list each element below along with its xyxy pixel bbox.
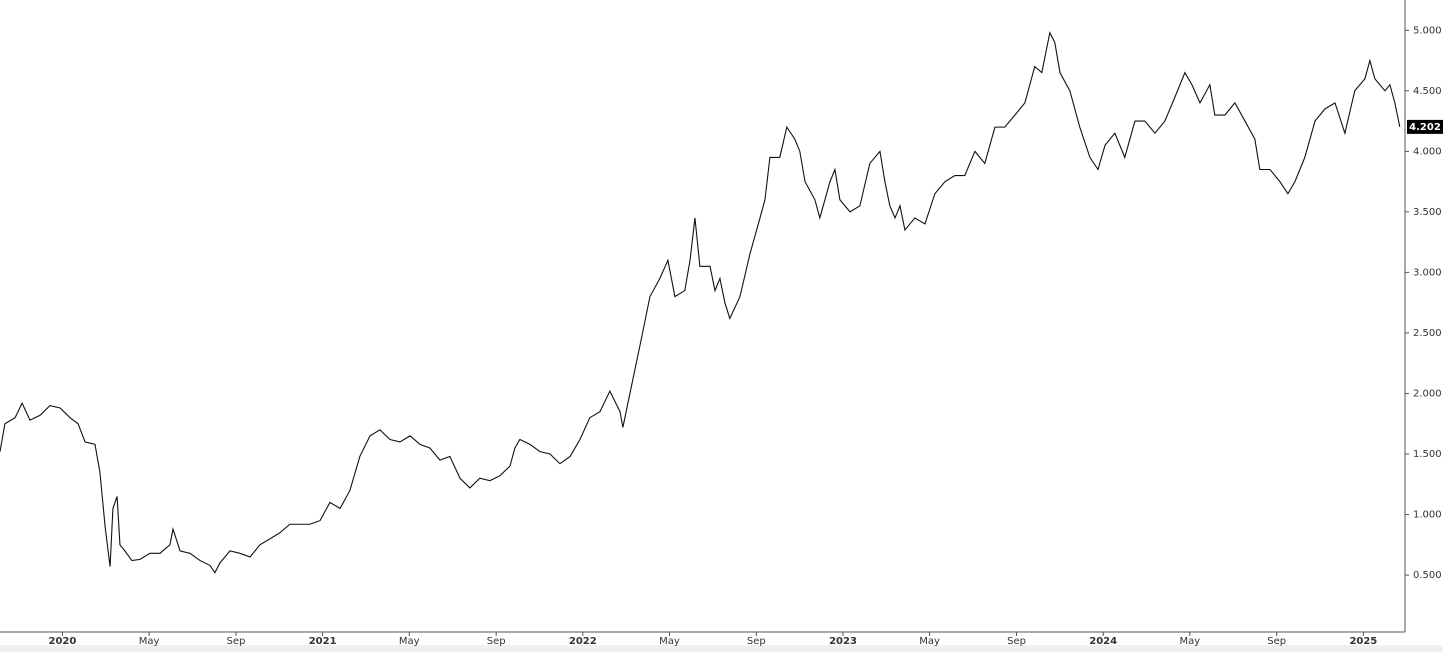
x-tick-label: Sep xyxy=(487,636,506,647)
y-tick-label: 4.000 xyxy=(1413,146,1442,157)
x-tick-label: May xyxy=(1179,636,1200,647)
y-tick-label: 0.500 xyxy=(1413,570,1442,581)
x-tick-label: 2024 xyxy=(1089,636,1117,647)
y-tick-label: 1.000 xyxy=(1413,510,1442,521)
y-tick-label: 5.000 xyxy=(1413,25,1442,36)
x-tick-label: Sep xyxy=(1267,636,1286,647)
x-tick-label: Sep xyxy=(1007,636,1026,647)
x-tick-label: May xyxy=(139,636,160,647)
x-tick-label: May xyxy=(399,636,420,647)
x-tick-label: 2021 xyxy=(309,636,337,647)
y-tick-label: 1.500 xyxy=(1413,449,1442,460)
y-tick-label: 3.500 xyxy=(1413,207,1442,218)
x-tick-label: 2020 xyxy=(49,636,77,647)
last-price-label: 4.202 xyxy=(1409,122,1441,133)
x-tick-label: Sep xyxy=(747,636,766,647)
x-tick-label: 2025 xyxy=(1349,636,1377,647)
y-tick-label: 2.000 xyxy=(1413,388,1442,399)
last-price-box xyxy=(1407,119,1443,134)
x-tick-label: May xyxy=(919,636,940,647)
y-tick-label: 2.500 xyxy=(1413,328,1442,339)
x-tick-label: 2022 xyxy=(569,636,597,647)
x-tick-label: Sep xyxy=(227,636,246,647)
x-tick-label: May xyxy=(659,636,680,647)
y-tick-label: 3.000 xyxy=(1413,267,1442,278)
y-tick-label: 4.500 xyxy=(1413,86,1442,97)
bottom-strip xyxy=(0,645,1443,652)
price-line xyxy=(0,31,1401,574)
x-tick-label: 2023 xyxy=(829,636,857,647)
